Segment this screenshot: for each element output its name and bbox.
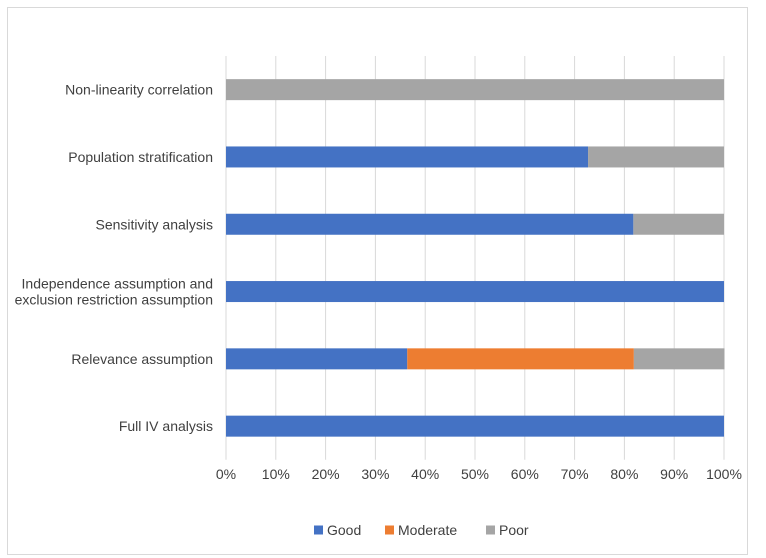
x-tick-label: 100% (706, 466, 742, 482)
bar-segment-good (226, 281, 724, 303)
bar-segment-good (226, 213, 634, 235)
x-tick-label: 80% (610, 466, 638, 482)
legend: Good Moderate Poor (314, 522, 529, 538)
legend-label-poor: Poor (499, 522, 529, 538)
legend-swatch-good (314, 525, 323, 535)
bars (226, 79, 725, 437)
x-axis-ticks: 0% 10% 20% 30% 40% 50% 60% 70% 80% 90% 100% (216, 466, 742, 482)
category-label: Relevance assumption (71, 351, 213, 367)
x-tick-label: 90% (660, 466, 688, 482)
gridlines (225, 56, 725, 460)
x-tick-label: 60% (511, 466, 539, 482)
bar-segment-poor (633, 348, 725, 370)
category-label: Non-linearity correlation (65, 82, 213, 98)
x-tick-label: 50% (461, 466, 489, 482)
legend-swatch-poor (486, 525, 495, 535)
x-tick-label: 40% (411, 466, 439, 482)
x-tick-label: 0% (216, 466, 236, 482)
x-tick-label: 20% (312, 466, 340, 482)
x-tick-label: 10% (262, 466, 290, 482)
category-label: Population stratification (68, 149, 213, 165)
bar-segment-good (226, 415, 724, 437)
bar-segment-poor (226, 79, 724, 101)
legend-label-good: Good (327, 522, 361, 538)
x-tick-label: 70% (561, 466, 589, 482)
x-tick-label: 30% (361, 466, 389, 482)
category-label: Full IV analysis (119, 418, 213, 434)
legend-label-moderate: Moderate (398, 522, 457, 538)
category-label: Sensitivity analysis (96, 216, 214, 232)
bar-segment-good (226, 348, 408, 370)
legend-swatch-moderate (385, 525, 394, 535)
category-labels: Non-linearity correlation Population stra… (15, 82, 214, 434)
bar-segment-poor (633, 213, 724, 235)
bar-segment-poor (588, 146, 724, 168)
bar-segment-good (226, 146, 589, 168)
bar-segment-moderate (407, 348, 634, 370)
category-label: Independence assumption and exclusion res… (15, 276, 213, 308)
